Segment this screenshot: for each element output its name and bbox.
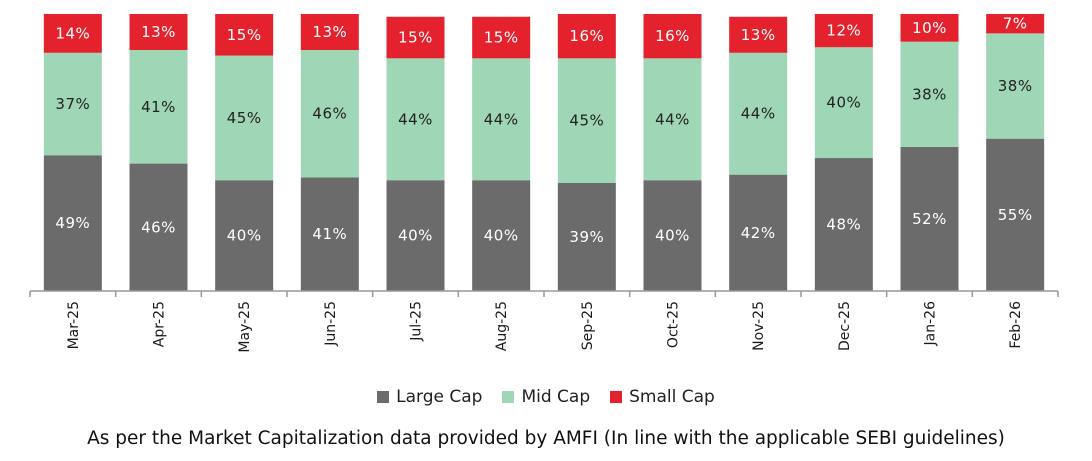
data-label-small-cap-jul-25: 15% — [398, 29, 433, 47]
data-label-mid-cap-feb-26: 38% — [998, 77, 1033, 95]
bar-segment-mid-cap-jun-25 — [300, 50, 359, 178]
legend-swatch-small-cap — [610, 391, 623, 403]
data-label-large-cap-jan-26: 52% — [912, 210, 947, 228]
bar-segment-small-cap-jul-25 — [386, 16, 445, 59]
data-label-small-cap-apr-25: 13% — [141, 23, 176, 41]
bar-segment-mid-cap-may-25 — [215, 55, 274, 181]
data-label-large-cap-jun-25: 41% — [312, 225, 347, 243]
bar-segment-large-cap-aug-25 — [472, 180, 531, 291]
bar-segment-large-cap-dec-25 — [814, 158, 873, 291]
data-label-small-cap-jun-25: 13% — [312, 23, 347, 41]
bar-segment-large-cap-sep-25 — [557, 182, 616, 291]
data-label-large-cap-apr-25: 46% — [141, 218, 176, 236]
x-tick-label-jul-25: Jul-25 — [409, 301, 425, 342]
data-label-small-cap-mar-25: 14% — [55, 24, 90, 42]
data-label-mid-cap-aug-25: 44% — [484, 110, 519, 128]
bar-segment-small-cap-aug-25 — [472, 16, 531, 59]
data-label-large-cap-may-25: 40% — [227, 227, 262, 245]
bar-segment-small-cap-may-25 — [215, 14, 274, 56]
data-label-large-cap-nov-25: 42% — [741, 224, 776, 242]
chart-plot-area: 49% 37% 14% 46% 41% 13% 40% 45% 15% 41% 46% 13% 40% 4… — [29, 14, 1059, 353]
data-label-mid-cap-mar-25: 37% — [55, 95, 90, 113]
data-label-mid-cap-jan-26: 38% — [912, 85, 947, 103]
x-tick-label-mar-25: Mar-25 — [66, 301, 82, 349]
x-tick-label-dec-25: Dec-25 — [837, 301, 853, 351]
data-label-mid-cap-nov-25: 44% — [741, 105, 776, 123]
bar-segment-small-cap-mar-25 — [43, 14, 102, 53]
bar-segment-small-cap-apr-25 — [129, 14, 188, 51]
data-label-small-cap-jan-26: 10% — [912, 19, 947, 37]
data-label-small-cap-feb-26: 7% — [1003, 15, 1028, 33]
data-label-mid-cap-oct-25: 44% — [655, 110, 690, 128]
bar-segment-mid-cap-oct-25 — [643, 58, 702, 181]
data-label-small-cap-aug-25: 15% — [484, 29, 519, 47]
bar-segment-small-cap-jun-25 — [300, 14, 359, 51]
data-label-mid-cap-apr-25: 41% — [141, 98, 176, 116]
x-tick-label-feb-26: Feb-26 — [1008, 301, 1024, 349]
legend-label-large-cap: Large Cap — [396, 387, 483, 407]
legend-item-mid-cap: Mid Cap — [502, 387, 590, 407]
bar-segment-mid-cap-aug-25 — [472, 58, 531, 181]
bar-segment-large-cap-jan-26 — [900, 146, 959, 291]
bar-segment-large-cap-nov-25 — [729, 174, 788, 291]
data-label-large-cap-sep-25: 39% — [569, 228, 604, 246]
bar-segment-large-cap-apr-25 — [129, 163, 188, 291]
bar-segment-large-cap-may-25 — [215, 180, 274, 291]
bar-segment-large-cap-jun-25 — [300, 177, 359, 291]
x-tick-label-may-25: May-25 — [237, 301, 253, 353]
bar-segment-small-cap-jan-26 — [900, 14, 959, 42]
bar-segment-mid-cap-jan-26 — [900, 41, 959, 147]
chart-footnote: As per the Market Capitalization data pr… — [87, 428, 1005, 449]
bar-segment-large-cap-feb-26 — [986, 138, 1045, 291]
data-label-small-cap-oct-25: 16% — [655, 27, 690, 45]
legend-swatch-large-cap — [377, 391, 390, 403]
data-label-large-cap-aug-25: 40% — [484, 227, 519, 245]
x-tick-label-jan-26: Jan-26 — [923, 301, 939, 347]
x-tick-label-oct-25: Oct-25 — [666, 301, 682, 348]
bar-segment-large-cap-jul-25 — [386, 180, 445, 291]
data-label-large-cap-dec-25: 48% — [826, 216, 861, 234]
bar-segment-mid-cap-sep-25 — [557, 58, 616, 183]
legend-swatch-mid-cap — [502, 391, 515, 403]
data-label-large-cap-feb-26: 55% — [998, 206, 1033, 224]
data-label-small-cap-dec-25: 12% — [826, 22, 861, 40]
data-label-mid-cap-jun-25: 46% — [312, 105, 347, 123]
legend-label-mid-cap: Mid Cap — [521, 387, 591, 407]
bar-segment-mid-cap-feb-26 — [986, 33, 1045, 139]
bar-segment-mid-cap-jul-25 — [386, 58, 445, 181]
bar-segment-large-cap-mar-25 — [43, 155, 102, 291]
data-label-large-cap-oct-25: 40% — [655, 227, 690, 245]
bar-segment-mid-cap-apr-25 — [129, 50, 188, 164]
x-tick-label-apr-25: Apr-25 — [152, 301, 168, 347]
data-label-mid-cap-may-25: 45% — [227, 109, 262, 127]
legend-item-small-cap: Small Cap — [610, 387, 715, 407]
bar-segment-mid-cap-dec-25 — [814, 47, 873, 159]
data-label-mid-cap-sep-25: 45% — [569, 112, 604, 130]
bar-segment-mid-cap-mar-25 — [43, 52, 102, 156]
x-tick-label-aug-25: Aug-25 — [494, 301, 510, 351]
bar-segment-small-cap-dec-25 — [814, 14, 873, 48]
data-label-small-cap-nov-25: 13% — [741, 26, 776, 44]
legend-label-small-cap: Small Cap — [629, 387, 715, 407]
data-label-large-cap-jul-25: 40% — [398, 227, 433, 245]
bar-segment-large-cap-oct-25 — [643, 180, 702, 291]
x-tick-label-nov-25: Nov-25 — [751, 301, 767, 351]
bar-segment-small-cap-oct-25 — [643, 14, 702, 59]
bar-segment-small-cap-nov-25 — [729, 16, 788, 53]
bar-segment-mid-cap-nov-25 — [729, 52, 788, 175]
data-label-large-cap-mar-25: 49% — [55, 214, 90, 232]
bar-segment-small-cap-sep-25 — [557, 14, 616, 59]
x-tick-label-jun-25: Jun-25 — [323, 301, 339, 347]
data-label-small-cap-sep-25: 16% — [569, 27, 604, 45]
chart-legend: Large Cap Mid Cap Small Cap — [0, 387, 1092, 407]
data-label-small-cap-may-25: 15% — [227, 26, 262, 44]
data-label-mid-cap-jul-25: 44% — [398, 110, 433, 128]
bar-segment-small-cap-feb-26 — [986, 14, 1045, 34]
legend-item-large-cap: Large Cap — [377, 387, 482, 407]
x-tick-label-sep-25: Sep-25 — [580, 301, 596, 350]
data-label-mid-cap-dec-25: 40% — [826, 94, 861, 112]
